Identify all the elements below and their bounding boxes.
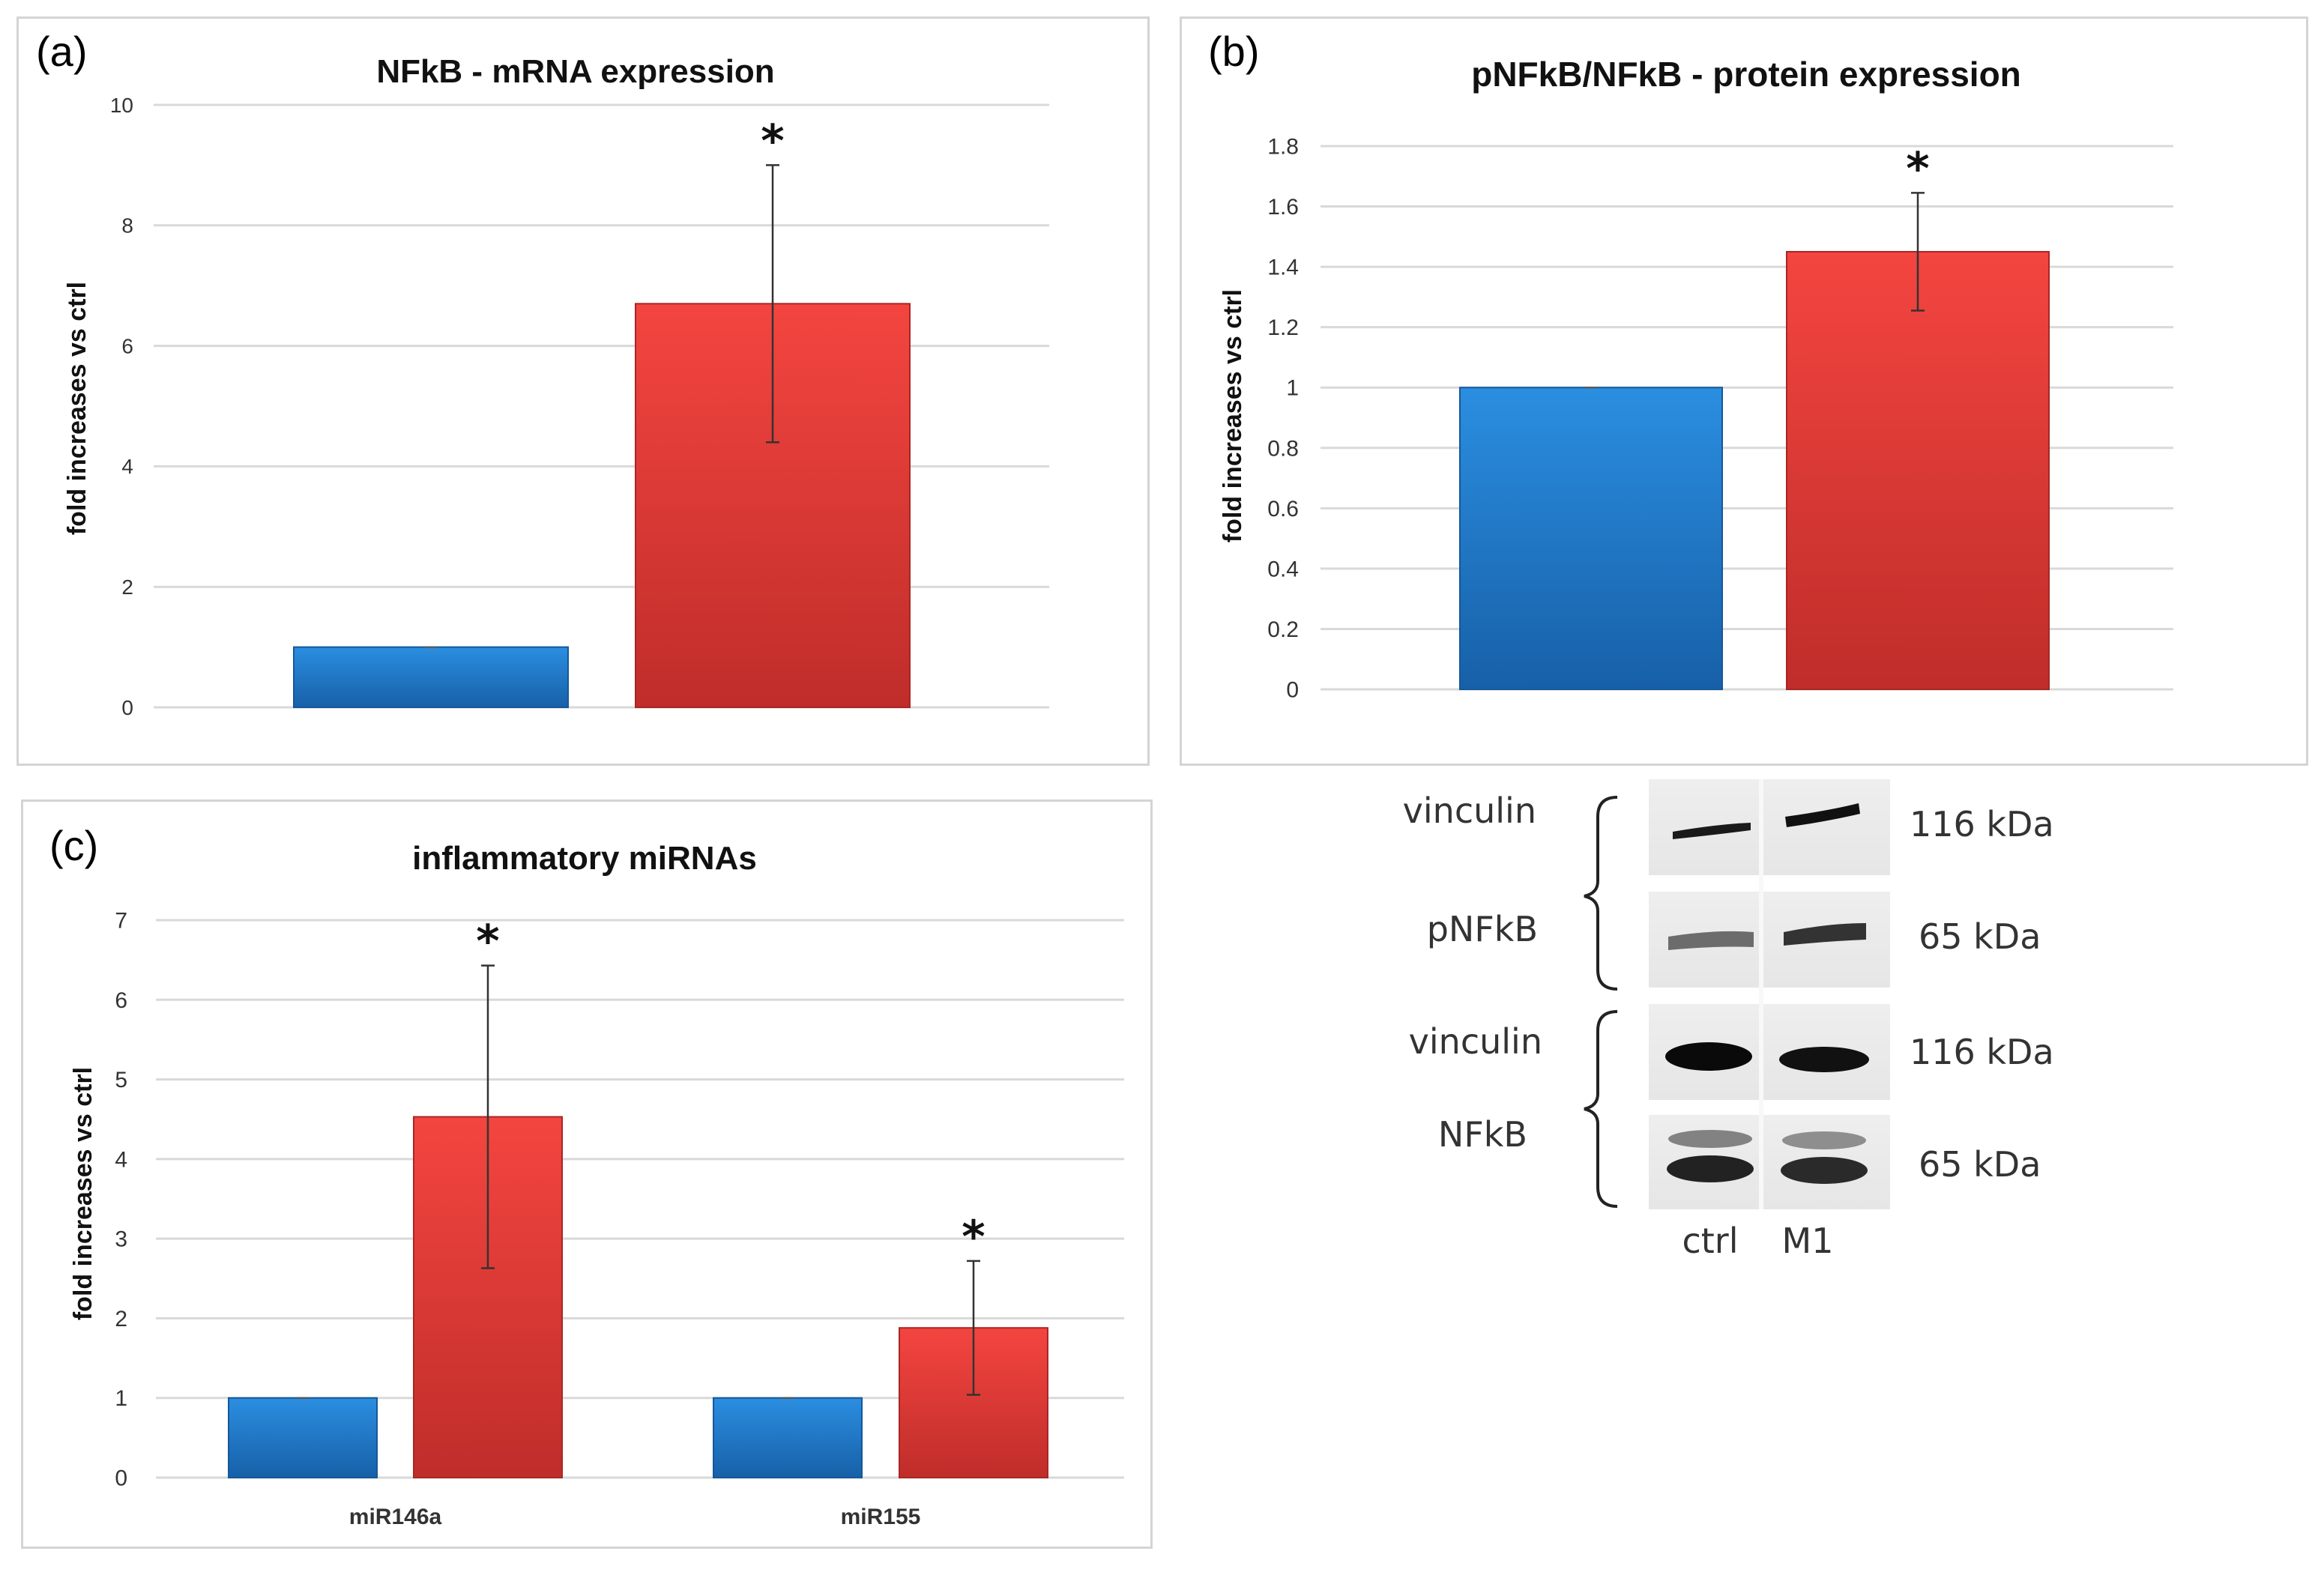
blot-weight-vinculin-2: 116 kDa (1910, 1032, 2054, 1072)
chart-c: (c) inflammatory miRNAs fold increases v… (49, 822, 1124, 1529)
blot-lane-m1: M1 (1782, 1221, 1834, 1261)
chart-b-m1-bar (1786, 250, 2050, 690)
chart-c-y-tick-label: 4 (115, 1147, 127, 1172)
band-nfkb-ctrl (1667, 1155, 1754, 1182)
band-nfkb-m1-upper (1782, 1131, 1866, 1149)
chart-b: (b) pNFkB/NFkB - protein expression fold… (1208, 28, 2173, 703)
chart-a-y-tick-label: 0 (121, 696, 133, 719)
chart-a-bars: * (293, 115, 911, 708)
band-vinculin-1-m1 (1785, 803, 1860, 827)
chart-a-y-tick-label: 8 (121, 214, 133, 238)
blot-protein-vinculin-2: vinculin (1409, 1021, 1542, 1062)
band-nfkb-ctrl-upper (1668, 1130, 1752, 1148)
blot-protein-nfkb: NFkB (1438, 1114, 1527, 1155)
chart-c-y-tick-label: 7 (115, 909, 127, 934)
chart-c-mir146a-m1-significance-star: * (476, 916, 499, 968)
band-vinculin-2-m1 (1779, 1047, 1869, 1072)
chart-b-y-tick-label: 0 (1286, 678, 1299, 703)
chart-b-tick-labels: 0 0.2 0.4 0.6 0.8 1 1.2 1.4 1.6 1.8 (1267, 135, 1299, 703)
brace-group-1 (1584, 796, 1618, 991)
chart-a-title: NFkB - mRNA expression (376, 53, 774, 90)
band-pnfkb-m1 (1784, 923, 1866, 946)
blot-weight-nfkb: 65 kDa (1919, 1144, 2041, 1185)
blot-protein-pnfkb: pNFkB (1427, 909, 1538, 949)
chart-c-mir155-m1-significance-star: * (962, 1211, 985, 1263)
chart-c-mir146a-m1-error-bar (481, 964, 495, 1269)
chart-a: (a) NFkB - mRNA expression fold increase… (36, 28, 1049, 719)
blot-weight-pnfkb: 65 kDa (1919, 916, 2041, 957)
chart-b-ctrl-bar (1459, 387, 1723, 690)
blot-lane-ctrl: ctrl (1682, 1221, 1738, 1261)
chart-b-y-tick-label: 1.2 (1267, 315, 1299, 340)
band-vinculin-2-ctrl (1665, 1042, 1752, 1071)
band-vinculin-1-ctrl (1673, 823, 1751, 839)
chart-a-ctrl-bar (293, 646, 569, 708)
chart-a-y-tick-label: 10 (110, 94, 133, 117)
chart-a-y-axis-label: fold increases vs ctrl (63, 282, 91, 535)
chart-b-bars: * (1459, 142, 2050, 690)
chart-c-y-tick-label: 5 (115, 1068, 127, 1092)
chart-a-y-tick-label: 4 (121, 455, 133, 478)
chart-b-m1-error-bar (1911, 192, 1925, 312)
chart-c-y-tick-label: 1 (115, 1386, 127, 1411)
chart-c-y-tick-label: 0 (115, 1466, 127, 1491)
brace-group-2 (1584, 1010, 1618, 1208)
chart-b-y-tick-label: 1.8 (1267, 135, 1299, 160)
chart-b-y-tick-label: 1.4 (1267, 256, 1299, 280)
chart-c-y-tick-label: 2 (115, 1307, 127, 1331)
chart-b-y-tick-label: 0.2 (1267, 617, 1299, 642)
panel-c-label: (c) (49, 822, 98, 869)
blot-strip-vinculin-1 (1649, 779, 1890, 875)
blot-protein-vinculin-1: vinculin (1403, 790, 1536, 831)
blot-weight-vinculin-1: 116 kDa (1910, 804, 2054, 844)
chart-c-y-axis-label: fold increases vs ctrl (69, 1067, 97, 1320)
chart-b-y-axis-label: fold increases vs ctrl (1219, 289, 1247, 542)
chart-b-y-tick-label: 1.6 (1267, 195, 1299, 220)
chart-a-tick-labels: 0 2 4 6 8 10 (110, 94, 133, 719)
chart-c-tick-labels: 0 1 2 3 4 5 6 7 (115, 909, 127, 1491)
chart-a-y-tick-label: 6 (121, 334, 133, 357)
panel-b-label: (b) (1208, 28, 1259, 75)
chart-c-y-tick-label: 6 (115, 988, 127, 1013)
band-pnfkb-ctrl (1668, 931, 1754, 950)
chart-c-mir155-ctrl-bar (713, 1397, 863, 1478)
chart-c-category-label: miR146a (349, 1505, 442, 1529)
chart-c-category-label: miR155 (841, 1505, 921, 1529)
chart-a-y-tick-label: 2 (121, 575, 133, 599)
chart-a-m1-significance-star: * (761, 115, 784, 167)
chart-b-y-tick-label: 0.6 (1267, 497, 1299, 522)
chart-c-y-tick-label: 3 (115, 1227, 127, 1252)
chart-b-y-tick-label: 0.8 (1267, 436, 1299, 461)
band-nfkb-m1 (1781, 1157, 1868, 1184)
panel-a-label: (a) (36, 28, 87, 75)
chart-a-m1-error-bar (766, 164, 779, 444)
chart-c-gridlines (156, 919, 1124, 1479)
chart-c-category-labels: miR146a miR155 (349, 1505, 921, 1529)
chart-b-y-tick-label: 0.4 (1267, 557, 1299, 581)
chart-c-title: inflammatory miRNAs (412, 840, 757, 877)
chart-c-mir155-m1-error-bar (967, 1260, 980, 1396)
panel-b-frame (1180, 16, 2308, 766)
chart-a-gridlines (154, 103, 1049, 709)
chart-b-title: pNFkB/NFkB - protein expression (1471, 55, 2021, 94)
chart-c-bars: ** (228, 916, 1048, 1479)
chart-b-m1-significance-star: * (1906, 142, 1929, 195)
chart-b-y-tick-label: 1 (1286, 376, 1299, 401)
chart-c-mir146a-ctrl-bar (228, 1397, 378, 1478)
western-blot: vinculin pNFkB vinculin NFkB 116 kDa 65 … (1403, 779, 2054, 1261)
panel-a-frame (16, 16, 1150, 766)
